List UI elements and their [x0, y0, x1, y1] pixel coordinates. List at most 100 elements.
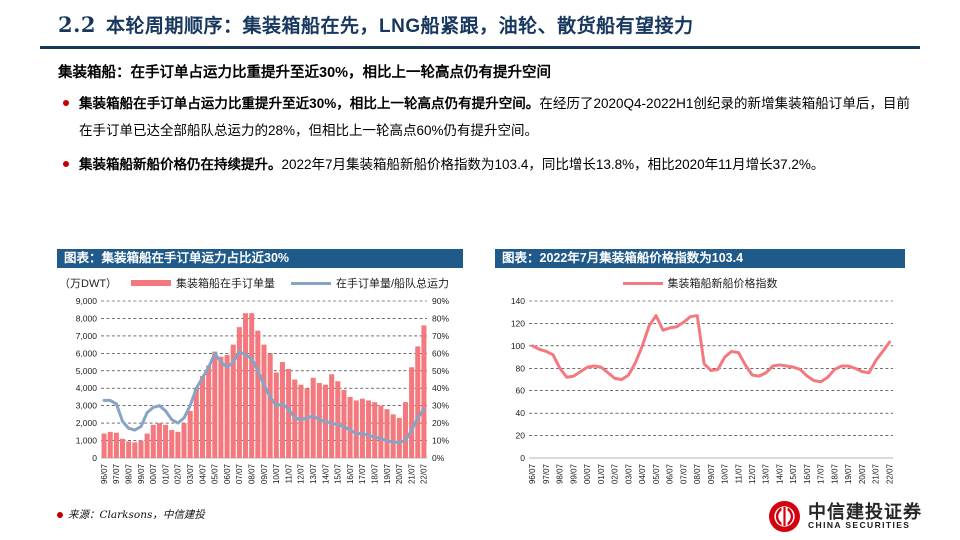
svg-text:19/07: 19/07: [844, 463, 853, 484]
svg-text:16/07: 16/07: [346, 463, 355, 484]
svg-text:11/07: 11/07: [734, 463, 743, 483]
svg-text:14/07: 14/07: [775, 463, 784, 484]
svg-text:08/07: 08/07: [247, 463, 256, 484]
bullet-list: 集装箱船在手订单占运力比重提升至近30%，相比上一轮高点仍有提升空间。在经历了2…: [62, 90, 910, 185]
svg-text:22/07: 22/07: [885, 463, 894, 484]
svg-text:00/07: 00/07: [583, 463, 592, 484]
orderbook-chart-plot: 0 1,000 2,000 3,000 4,000 5,000 6,000 7,000 8,00…: [57, 294, 463, 505]
source-bullet-icon: [57, 511, 63, 518]
svg-text:03/07: 03/07: [186, 463, 195, 484]
svg-text:98/07: 98/07: [556, 463, 565, 484]
svg-text:20/07: 20/07: [858, 463, 867, 484]
svg-text:05/07: 05/07: [211, 463, 220, 484]
company-logo: 中信建投证券 CHINA SECURITIES: [768, 500, 922, 533]
svg-text:140: 140: [511, 296, 525, 306]
line-swatch-icon: [290, 281, 331, 285]
svg-text:90%: 90%: [432, 296, 449, 306]
logo-name-cn: 中信建投证券: [808, 501, 922, 522]
svg-text:20/07: 20/07: [395, 463, 404, 484]
page-title: 2.2 本轮周期顺序：集装箱船在先，LNG船紧跟，油轮、散货船有望接力: [58, 11, 920, 38]
legend-item-ratio: 在手订单量/船队总运力: [290, 275, 450, 291]
bullet-item: 集装箱船新船价格仍在持续提升。2022年7月集装箱船新船价格指数为103.4，同…: [62, 151, 910, 178]
svg-text:10%: 10%: [432, 436, 449, 446]
svg-text:10/07: 10/07: [272, 463, 281, 484]
svg-text:21/07: 21/07: [407, 463, 416, 484]
svg-text:80%: 80%: [432, 313, 449, 323]
svg-text:1,000: 1,000: [76, 436, 98, 446]
bullet-body: 在经历了2020Q4-2022H1创纪录的新增集装箱船订单后，目前在手订单已达全…: [79, 96, 910, 138]
section-number: 2.2: [58, 12, 97, 37]
svg-text:14/07: 14/07: [321, 463, 330, 484]
svg-text:01/07: 01/07: [597, 463, 606, 484]
svg-text:0: 0: [92, 453, 97, 463]
svg-text:04/07: 04/07: [638, 463, 647, 484]
svg-text:12/07: 12/07: [748, 463, 757, 484]
svg-text:05/07: 05/07: [652, 463, 661, 484]
legend-label: 集装箱船新船价格指数: [667, 278, 778, 290]
svg-text:13/07: 13/07: [309, 463, 318, 484]
svg-text:6,000: 6,000: [76, 348, 98, 358]
svg-text:97/07: 97/07: [112, 463, 121, 484]
svg-text:17/07: 17/07: [817, 463, 826, 484]
source-note: 来源：Clarksons，中信建投: [57, 507, 463, 522]
svg-text:98/07: 98/07: [124, 463, 133, 484]
svg-text:06/07: 06/07: [223, 463, 232, 484]
price-chart-plot: 0 20 40 60 80 100 120 140 96/07 97/07 98/07 99/07 00…: [495, 294, 905, 505]
svg-text:8,000: 8,000: [76, 313, 98, 323]
title-divider: [40, 46, 920, 49]
svg-text:5,000: 5,000: [76, 366, 98, 376]
svg-text:97/07: 97/07: [542, 463, 551, 484]
svg-text:22/07: 22/07: [420, 463, 429, 484]
svg-text:96/07: 96/07: [100, 463, 109, 484]
svg-text:11/07: 11/07: [284, 463, 293, 483]
y-axis-unit-label: （万DWT）: [59, 278, 118, 290]
bullet-marker-icon: [63, 161, 69, 167]
svg-text:02/07: 02/07: [174, 463, 183, 484]
orderbook-chart-legend: （万DWT） 集装箱船在手订单量 在手订单量/船队总运力: [57, 272, 463, 294]
svg-text:99/07: 99/07: [569, 463, 578, 484]
svg-text:80: 80: [516, 363, 526, 373]
svg-text:06/07: 06/07: [666, 463, 675, 484]
bullet-lead: 集装箱船新船价格仍在持续提升。: [79, 157, 282, 172]
svg-text:9,000: 9,000: [76, 296, 98, 306]
svg-text:04/07: 04/07: [198, 463, 207, 484]
svg-text:16/07: 16/07: [803, 463, 812, 484]
svg-text:20: 20: [516, 431, 526, 441]
svg-text:15/07: 15/07: [789, 463, 798, 484]
svg-text:3,000: 3,000: [76, 401, 98, 411]
svg-text:0: 0: [520, 453, 525, 463]
svg-text:18/07: 18/07: [371, 463, 380, 484]
source-text: 来源：Clarksons，中信建投: [68, 509, 205, 521]
svg-text:02/07: 02/07: [611, 463, 620, 484]
svg-text:20%: 20%: [432, 418, 449, 428]
bullet-lead: 集装箱船在手订单占运力比重提升至近30%，相比上一轮高点仍有提升空间。: [79, 96, 540, 111]
svg-text:08/07: 08/07: [693, 463, 702, 484]
svg-text:99/07: 99/07: [137, 463, 146, 484]
bullet-item: 集装箱船在手订单占运力比重提升至近30%，相比上一轮高点仍有提升空间。在经历了2…: [62, 90, 910, 144]
orderbook-chart-card: 图表：集装箱船在手订单运力占比近30% （万DWT） 集装箱船在手订单量 在手订…: [57, 249, 463, 522]
legend-item-price-index: 集装箱船新船价格指数: [622, 275, 778, 291]
svg-text:7,000: 7,000: [76, 331, 98, 341]
legend-label: 在手订单量/船队总运力: [335, 278, 450, 290]
orderbook-chart-title: 图表：集装箱船在手订单运力占比近30%: [57, 249, 463, 268]
svg-text:18/07: 18/07: [830, 463, 839, 484]
price-chart-card: 图表：2022年7月集装箱船价格指数为103.4 集装箱船新船价格指数 0 20 4…: [495, 249, 905, 522]
svg-text:19/07: 19/07: [383, 463, 392, 484]
bullet-marker-icon: [63, 100, 69, 106]
svg-text:12/07: 12/07: [297, 463, 306, 484]
price-chart-title: 图表：2022年7月集装箱船价格指数为103.4: [495, 249, 905, 268]
slide-header: 2.2 本轮周期顺序：集装箱船在先，LNG船紧跟，油轮、散货船有望接力: [58, 11, 920, 38]
legend-label: 集装箱船在手订单量: [175, 278, 275, 290]
page-title-text: 本轮周期顺序：集装箱船在先，LNG船紧跟，油轮、散货船有望接力: [106, 16, 694, 37]
svg-text:01/07: 01/07: [161, 463, 170, 484]
legend-item-orderbook: 集装箱船在手订单量: [130, 275, 275, 291]
line-swatch-icon: [622, 281, 663, 285]
company-logo-icon: [769, 501, 800, 532]
svg-text:40: 40: [516, 408, 526, 418]
svg-text:03/07: 03/07: [624, 463, 633, 484]
svg-text:07/07: 07/07: [235, 463, 244, 484]
svg-text:07/07: 07/07: [679, 463, 688, 484]
svg-text:60%: 60%: [432, 348, 449, 358]
logo-name-en: CHINA SECURITIES: [808, 520, 911, 531]
svg-text:09/07: 09/07: [707, 463, 716, 484]
